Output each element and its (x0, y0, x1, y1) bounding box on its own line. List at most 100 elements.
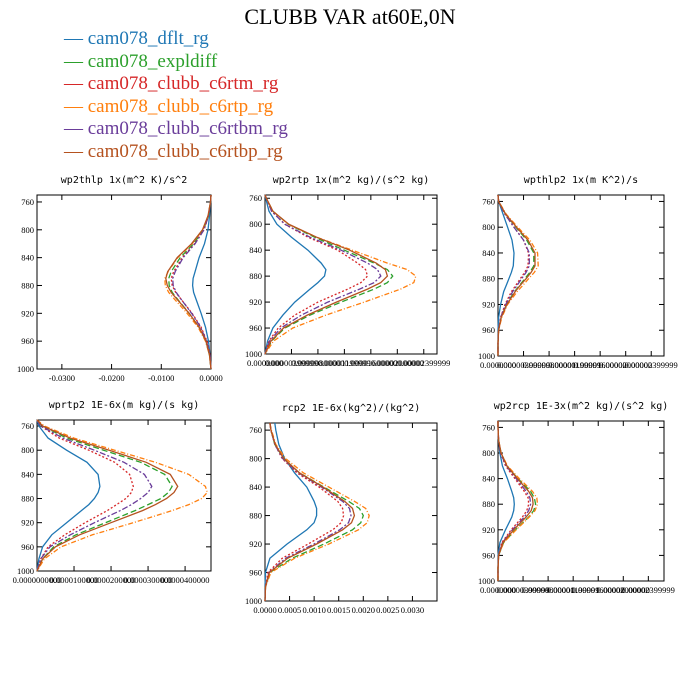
x-tick-label: 0.00000399999 (496, 585, 549, 595)
y-tick-label: 880 (21, 280, 34, 290)
series-line (264, 194, 369, 355)
plot-frame (497, 420, 665, 582)
y-tick-label: 840 (21, 469, 34, 479)
series-line (497, 194, 530, 356)
chart-panel: wp2rcp 1E-3x(m^2 kg)/(s^2 kg) 760 800 840 88… (478, 401, 675, 595)
legend-label: cam078_dflt_rg (87, 28, 209, 49)
x-tick-label: 0.00000399999 (265, 358, 318, 368)
series-line (497, 421, 537, 581)
y-tick-label: 1000 (478, 351, 495, 361)
x-tick-label: 0.0000000 (480, 585, 516, 595)
series-line (264, 422, 345, 602)
series-line (264, 422, 356, 602)
y-tick-label: 880 (482, 274, 495, 284)
y-tick-label: 800 (482, 222, 495, 232)
legend-label: cam078_clubb_c6rtp_rg (87, 95, 274, 117)
series-line (497, 194, 530, 356)
x-tick-label: -0.0200 (98, 373, 124, 383)
x-tick-label: 0.00002399999 (397, 358, 450, 368)
plot-frame (497, 194, 665, 357)
series-line (172, 194, 212, 370)
x-tick-label: 0.0000000000 (13, 575, 62, 585)
series-line (191, 194, 212, 370)
x-tick-label: 0.0000000 (247, 358, 283, 368)
x-tick-label: 0.0015 (327, 605, 350, 615)
series-line (497, 421, 539, 581)
y-tick-label: 1000 (478, 576, 495, 586)
x-tick-label: 0.00002399999 (625, 360, 678, 370)
series-line (264, 422, 365, 602)
x-tick-label: 0.0000 (199, 373, 222, 383)
series-line (264, 194, 417, 355)
series-line (497, 194, 515, 356)
y-tick-label: 920 (482, 299, 495, 309)
y-tick-label: 760 (21, 421, 34, 431)
plot-frame (264, 422, 438, 602)
legend-entry: — cam078_expldiff (64, 50, 218, 72)
y-tick-label: 760 (21, 197, 34, 207)
legend-label: cam078_clubb_c6rtm_rg (87, 73, 279, 94)
x-tick-label: 0.00000800000 (291, 358, 344, 368)
series-line (264, 422, 370, 602)
legend-label: cam078_clubb_c6rtbp_rg (87, 140, 283, 162)
y-tick-label: 840 (482, 474, 495, 484)
x-tick-label: -0.0300 (49, 373, 75, 383)
legend-entry: — cam078_clubb_c6rtm_rg (64, 73, 279, 94)
y-tick-label: 880 (482, 499, 495, 509)
legend-entry: — cam078_dflt_rg (64, 28, 209, 49)
legend-entry: — cam078_clubb_c6rtp_rg (64, 95, 274, 117)
x-tick-label: 0.00001600000 (574, 360, 627, 370)
panel-title: wp2thlp 1x(m^2 K)/s^2 (61, 175, 187, 186)
y-tick-label: 880 (249, 511, 262, 521)
y-tick-label: 880 (21, 494, 34, 504)
plot-frame (36, 419, 212, 572)
x-tick-label: -0.0100 (148, 373, 174, 383)
x-tick-label: 0.0025 (376, 605, 399, 615)
chart-panel: wpthlp2 1x(m K^2)/s 760 800 840 880 920 960 100… (478, 175, 678, 370)
y-tick-label: 800 (249, 219, 262, 229)
y-tick-label: 1000 (17, 364, 34, 374)
y-tick-label: 920 (482, 525, 495, 535)
y-tick-label: 760 (249, 193, 262, 203)
series-line (36, 419, 209, 572)
y-tick-label: 960 (249, 568, 262, 578)
x-tick-label: 0.0000000 (480, 360, 516, 370)
series-line (170, 194, 212, 370)
y-tick-label: 920 (249, 297, 262, 307)
y-tick-label: 800 (249, 454, 262, 464)
series-line (264, 422, 352, 602)
x-tick-label: 0.00000399999 (497, 360, 550, 370)
legend-entry: — cam078_clubb_c6rtbp_rg (64, 140, 283, 162)
y-tick-label: 800 (21, 225, 34, 235)
y-tick-label: 960 (482, 550, 495, 560)
series-line (36, 419, 101, 572)
x-tick-label: 0.00000800000 (523, 360, 576, 370)
legend-entry: — cam078_clubb_c6rtbm_rg (64, 118, 288, 139)
x-tick-label: 0.0000400000 (161, 575, 210, 585)
x-tick-label: 0.0030 (401, 605, 424, 615)
series-line (264, 422, 318, 601)
y-tick-label: 960 (21, 542, 34, 552)
x-tick-label: 0.0000300000 (124, 575, 173, 585)
y-tick-label: 800 (482, 448, 495, 458)
y-tick-label: 840 (249, 245, 262, 255)
x-tick-label: 0.00002000000 (599, 360, 652, 370)
y-tick-label: 880 (249, 271, 262, 281)
series-line (497, 421, 534, 581)
y-tick-label: 760 (482, 196, 495, 206)
x-tick-label: 0.00002399999 (622, 585, 675, 595)
panel-title: wp2rtp 1x(m^2 kg)/(s^2 kg) (273, 175, 430, 186)
x-tick-label: 0.00001199999 (547, 585, 600, 595)
x-tick-label: 0.0000100000 (50, 575, 99, 585)
series-line (36, 419, 179, 572)
y-tick-label: 960 (21, 336, 34, 346)
page-title: CLUBB VAR at60E,0N (244, 4, 456, 29)
x-tick-label: 0.00001199999 (318, 358, 371, 368)
y-tick-label: 920 (21, 518, 34, 528)
y-tick-label: 960 (249, 323, 262, 333)
series-line (264, 194, 394, 355)
series-line (264, 194, 389, 355)
chart-panel: wprtp2 1E-6x(m kg)/(s kg) 760 800 840 880 920… (13, 400, 212, 585)
series-line (36, 419, 153, 572)
x-tick-label: 0.0000200000 (87, 575, 136, 585)
